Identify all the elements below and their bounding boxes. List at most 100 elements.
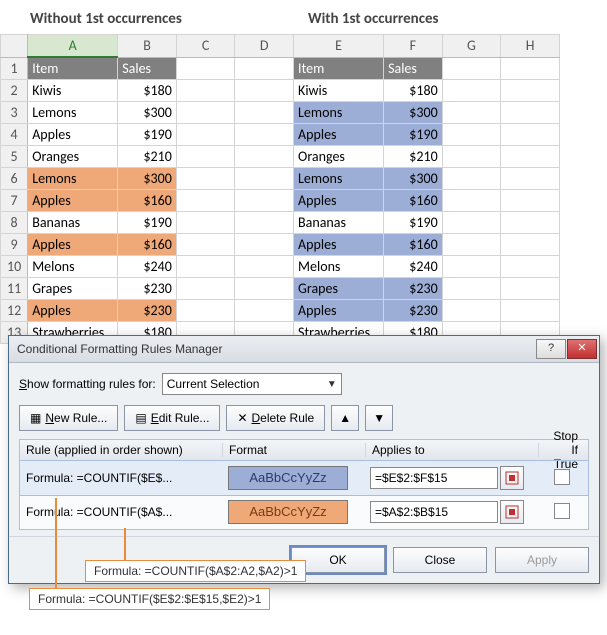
cell[interactable]: $300 [118,168,177,190]
cell[interactable]: Bananas [294,212,384,234]
cell[interactable] [235,57,294,80]
cell[interactable]: $190 [118,124,177,146]
cell[interactable]: $210 [118,146,177,168]
cell[interactable] [501,80,560,102]
row-header[interactable]: 10 [1,256,28,278]
cell[interactable]: Apples [28,300,118,322]
stop-if-true-checkbox[interactable] [554,469,570,485]
cell[interactable] [442,146,501,168]
cell[interactable] [442,102,501,124]
col-header-G[interactable]: G [442,35,501,58]
cell[interactable] [176,168,235,190]
cell[interactable] [235,212,294,234]
cell[interactable] [442,256,501,278]
cell[interactable]: $160 [384,234,443,256]
applies-to-input[interactable]: =$E$2:$F$15 [370,467,498,489]
cell[interactable]: Kiwis [28,80,118,102]
cell[interactable] [442,57,501,80]
cell[interactable] [442,278,501,300]
cell[interactable] [501,256,560,278]
move-down-button[interactable]: ▼ [365,405,393,431]
cell[interactable]: $190 [384,124,443,146]
cell[interactable] [442,190,501,212]
cell[interactable] [176,256,235,278]
cell[interactable] [442,234,501,256]
cell[interactable]: Sales [384,57,443,80]
cell[interactable] [176,300,235,322]
cell[interactable]: Item [28,57,118,80]
col-header-H[interactable]: H [501,35,560,58]
cell[interactable]: Lemons [294,102,384,124]
cell[interactable]: Apples [294,234,384,256]
cell[interactable]: $240 [384,256,443,278]
cell[interactable]: Apples [28,234,118,256]
cell[interactable]: $230 [118,278,177,300]
col-header-E[interactable]: E [294,35,384,58]
cell[interactable]: $230 [118,300,177,322]
cell[interactable] [501,57,560,80]
row-header[interactable]: 6 [1,168,28,190]
cell[interactable] [176,124,235,146]
col-header-B[interactable]: B [118,35,177,58]
cell[interactable]: Grapes [28,278,118,300]
cell[interactable] [501,124,560,146]
row-header[interactable]: 7 [1,190,28,212]
row-header[interactable]: 8 [1,212,28,234]
cell[interactable] [442,212,501,234]
cell[interactable]: Grapes [294,278,384,300]
cell[interactable]: $300 [384,168,443,190]
applies-to-input[interactable]: =$A$2:$B$15 [370,501,498,523]
cell[interactable] [176,102,235,124]
edit-rule-button[interactable]: ▤ Edit Rule... [124,405,220,431]
cell[interactable]: $160 [384,190,443,212]
row-header[interactable]: 9 [1,234,28,256]
cell[interactable]: Bananas [28,212,118,234]
range-selector-button[interactable] [500,500,524,524]
cell[interactable]: Lemons [294,168,384,190]
cell[interactable] [501,190,560,212]
cell[interactable] [501,234,560,256]
col-header-C[interactable]: C [176,35,235,58]
row-header[interactable]: 12 [1,300,28,322]
cell[interactable] [442,80,501,102]
cell[interactable] [176,190,235,212]
cell[interactable] [235,234,294,256]
cell[interactable]: Apples [28,190,118,212]
range-selector-button[interactable] [500,466,524,490]
cell[interactable]: $160 [118,234,177,256]
row-header[interactable]: 11 [1,278,28,300]
cell[interactable] [176,80,235,102]
cell[interactable]: Item [294,57,384,80]
cell[interactable] [176,278,235,300]
cell[interactable] [235,168,294,190]
cell[interactable] [501,146,560,168]
cell[interactable] [501,278,560,300]
col-header-F[interactable]: F [384,35,443,58]
cell[interactable]: $300 [118,102,177,124]
cell[interactable] [235,256,294,278]
cell[interactable]: $240 [118,256,177,278]
cell[interactable] [176,57,235,80]
rule-row[interactable]: Formula: =COUNTIF($A$...AaBbCcYyZz=$A$2:… [20,495,588,529]
cell[interactable]: $190 [384,212,443,234]
cell[interactable] [176,234,235,256]
cell[interactable]: Apples [294,124,384,146]
cell[interactable]: Kiwis [294,80,384,102]
help-button[interactable]: ? [536,339,566,359]
cell[interactable]: $230 [384,300,443,322]
col-header-A[interactable]: A [28,35,118,58]
cell[interactable] [176,212,235,234]
move-up-button[interactable]: ▲ [331,405,359,431]
cell[interactable]: Apples [294,300,384,322]
rule-row[interactable]: Formula: =COUNTIF($E$...AaBbCcYyZz=$E$2:… [20,461,588,495]
close-icon[interactable]: ✕ [567,339,597,359]
cell[interactable]: Lemons [28,168,118,190]
row-header[interactable]: 5 [1,146,28,168]
close-button[interactable]: Close [393,547,487,573]
cell[interactable] [176,146,235,168]
cell[interactable]: Melons [28,256,118,278]
dialog-titlebar[interactable]: Conditional Formatting Rules Manager ? ✕ [9,336,599,363]
cell[interactable]: $180 [118,80,177,102]
cell[interactable] [501,300,560,322]
cell[interactable] [235,278,294,300]
